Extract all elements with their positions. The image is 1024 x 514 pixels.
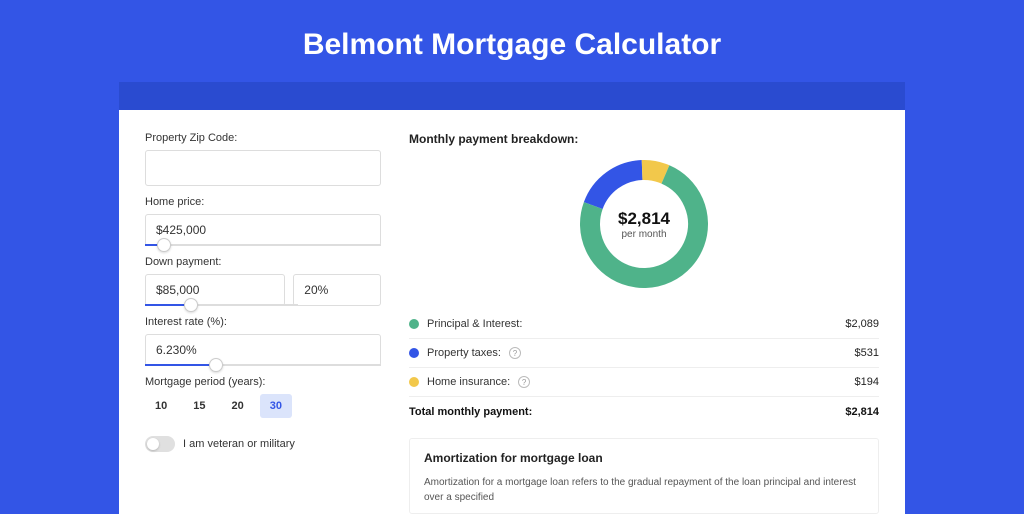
info-icon[interactable]: ? — [509, 347, 521, 359]
amortization-text: Amortization for a mortgage loan refers … — [424, 475, 864, 505]
total-value: $2,814 — [845, 406, 879, 418]
home-price-field: Home price: — [145, 196, 381, 246]
slider-thumb[interactable] — [157, 238, 171, 252]
donut-center: $2,814 per month — [580, 160, 708, 288]
period-field: Mortgage period (years): 10 15 20 30 — [145, 376, 381, 418]
dot-icon — [409, 348, 419, 358]
inputs-panel: Property Zip Code: Home price: Down paym… — [145, 132, 381, 514]
legend-value: $194 — [855, 376, 879, 388]
slider-thumb[interactable] — [184, 298, 198, 312]
breakdown-panel: Monthly payment breakdown: $2,814 per mo… — [409, 132, 879, 514]
interest-slider[interactable] — [145, 364, 381, 366]
breakdown-title: Monthly payment breakdown: — [409, 132, 879, 146]
banner-strip — [119, 82, 905, 110]
period-btn-10[interactable]: 10 — [145, 394, 177, 418]
legend-row-ins: Home insurance: ? $194 — [409, 368, 879, 397]
down-payment-pct-input[interactable] — [293, 274, 381, 306]
down-payment-input[interactable] — [145, 274, 285, 306]
period-buttons: 10 15 20 30 — [145, 394, 381, 418]
zip-label: Property Zip Code: — [145, 132, 381, 144]
period-btn-15[interactable]: 15 — [183, 394, 215, 418]
amortization-box: Amortization for mortgage loan Amortizat… — [409, 438, 879, 514]
veteran-row: I am veteran or military — [145, 436, 381, 452]
donut-wrap: $2,814 per month — [409, 160, 879, 288]
home-price-slider[interactable] — [145, 244, 381, 246]
slider-thumb[interactable] — [209, 358, 223, 372]
legend-label: Principal & Interest: — [427, 318, 522, 330]
zip-field: Property Zip Code: — [145, 132, 381, 186]
legend-value: $531 — [855, 347, 879, 359]
total-row: Total monthly payment: $2,814 — [409, 397, 879, 432]
home-price-label: Home price: — [145, 196, 381, 208]
legend-row-pi: Principal & Interest: $2,089 — [409, 310, 879, 339]
legend-label: Home insurance: — [427, 376, 510, 388]
interest-label: Interest rate (%): — [145, 316, 381, 328]
donut-sub: per month — [621, 229, 666, 240]
dot-icon — [409, 377, 419, 387]
veteran-toggle[interactable] — [145, 436, 175, 452]
period-btn-20[interactable]: 20 — [222, 394, 254, 418]
info-icon[interactable]: ? — [518, 376, 530, 388]
veteran-label: I am veteran or military — [183, 438, 295, 450]
down-payment-slider[interactable] — [145, 304, 298, 306]
calculator-card: Property Zip Code: Home price: Down paym… — [119, 110, 905, 514]
zip-input[interactable] — [145, 150, 381, 186]
period-label: Mortgage period (years): — [145, 376, 381, 388]
donut-chart: $2,814 per month — [580, 160, 708, 288]
donut-amount: $2,814 — [618, 209, 670, 229]
legend-label: Property taxes: — [427, 347, 501, 359]
down-payment-field: Down payment: — [145, 256, 381, 306]
legend-row-tax: Property taxes: ? $531 — [409, 339, 879, 368]
home-price-input[interactable] — [145, 214, 381, 246]
period-btn-30[interactable]: 30 — [260, 394, 292, 418]
dot-icon — [409, 319, 419, 329]
page-title: Belmont Mortgage Calculator — [0, 28, 1024, 62]
legend-value: $2,089 — [845, 318, 879, 330]
total-label: Total monthly payment: — [409, 406, 532, 418]
amortization-title: Amortization for mortgage loan — [424, 451, 864, 465]
down-payment-label: Down payment: — [145, 256, 381, 268]
interest-input[interactable] — [145, 334, 381, 366]
page-header: Belmont Mortgage Calculator — [0, 0, 1024, 82]
interest-field: Interest rate (%): — [145, 316, 381, 366]
